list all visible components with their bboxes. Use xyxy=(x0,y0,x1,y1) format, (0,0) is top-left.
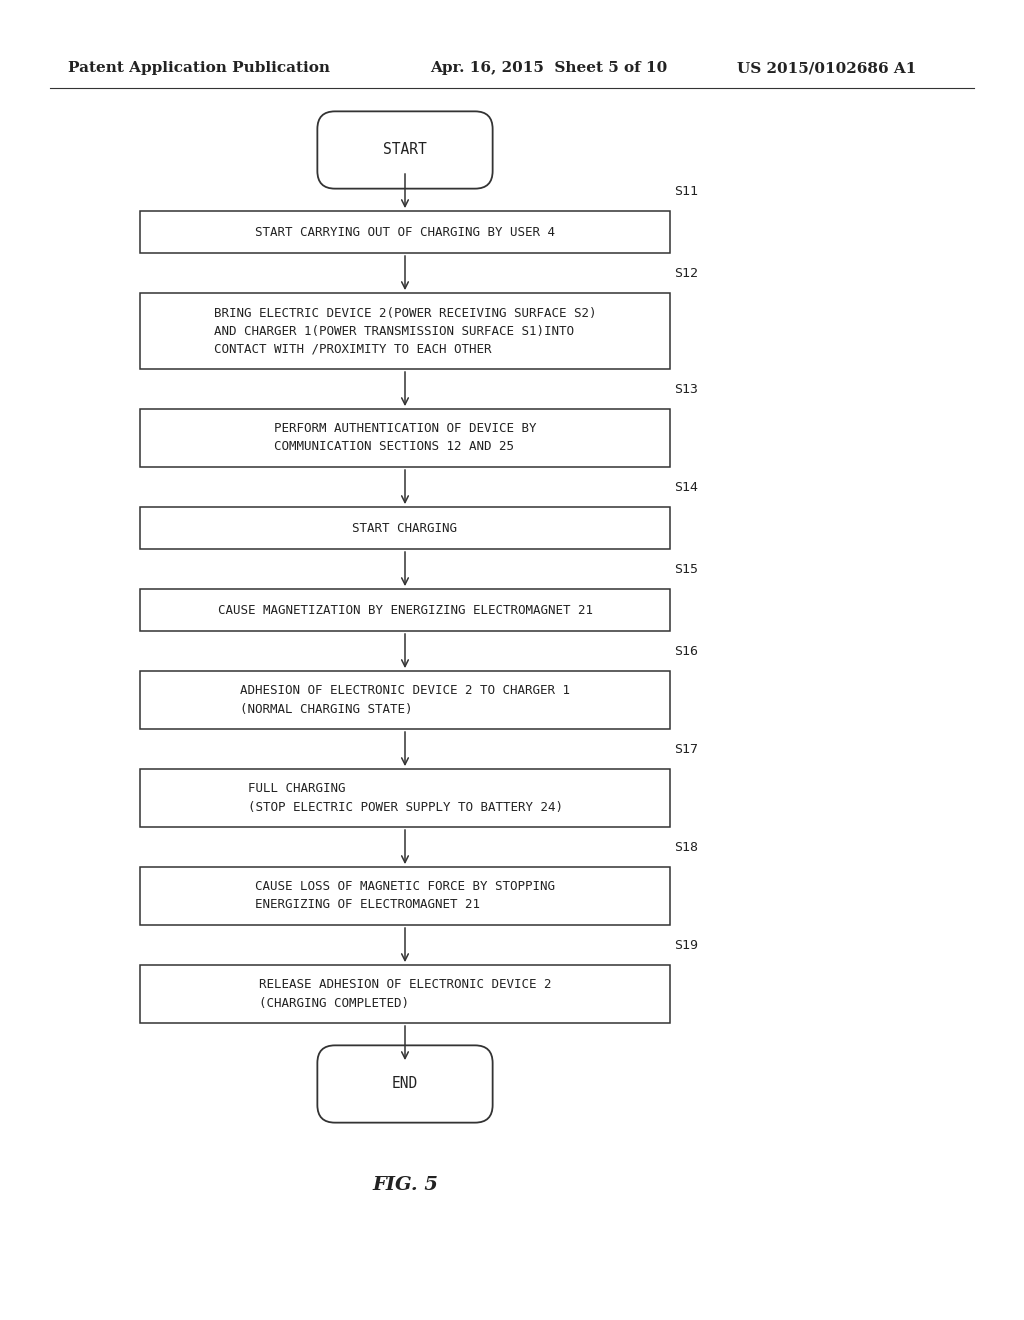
Text: START CHARGING: START CHARGING xyxy=(352,521,458,535)
Text: S16: S16 xyxy=(674,645,698,657)
Text: Apr. 16, 2015  Sheet 5 of 10: Apr. 16, 2015 Sheet 5 of 10 xyxy=(430,61,668,75)
Text: S13: S13 xyxy=(674,383,698,396)
Text: END: END xyxy=(392,1077,418,1092)
Text: START CARRYING OUT OF CHARGING BY USER 4: START CARRYING OUT OF CHARGING BY USER 4 xyxy=(255,226,555,239)
Text: US 2015/0102686 A1: US 2015/0102686 A1 xyxy=(737,61,916,75)
Text: S15: S15 xyxy=(674,564,698,576)
Text: S11: S11 xyxy=(674,185,698,198)
Bar xyxy=(140,671,670,729)
Text: S18: S18 xyxy=(674,841,698,854)
Bar xyxy=(140,293,670,370)
Text: BRING ELECTRIC DEVICE 2(POWER RECEIVING SURFACE S2)
AND CHARGER 1(POWER TRANSMIS: BRING ELECTRIC DEVICE 2(POWER RECEIVING … xyxy=(214,306,596,355)
Text: Patent Application Publication: Patent Application Publication xyxy=(68,61,330,75)
Bar xyxy=(140,589,670,631)
Bar xyxy=(140,867,670,925)
Text: CAUSE LOSS OF MAGNETIC FORCE BY STOPPING
ENERGIZING OF ELECTROMAGNET 21: CAUSE LOSS OF MAGNETIC FORCE BY STOPPING… xyxy=(255,880,555,912)
FancyBboxPatch shape xyxy=(317,1045,493,1122)
Text: PERFORM AUTHENTICATION OF DEVICE BY
COMMUNICATION SECTIONS 12 AND 25: PERFORM AUTHENTICATION OF DEVICE BY COMM… xyxy=(273,422,537,454)
Text: RELEASE ADHESION OF ELECTRONIC DEVICE 2
(CHARGING COMPLETED): RELEASE ADHESION OF ELECTRONIC DEVICE 2 … xyxy=(259,978,551,1010)
Text: ADHESION OF ELECTRONIC DEVICE 2 TO CHARGER 1
(NORMAL CHARGING STATE): ADHESION OF ELECTRONIC DEVICE 2 TO CHARG… xyxy=(240,685,570,715)
Text: FIG. 5: FIG. 5 xyxy=(372,1176,438,1195)
Bar xyxy=(140,770,670,828)
Bar xyxy=(140,507,670,549)
Text: S19: S19 xyxy=(674,939,698,952)
Bar xyxy=(140,409,670,467)
Text: CAUSE MAGNETIZATION BY ENERGIZING ELECTROMAGNET 21: CAUSE MAGNETIZATION BY ENERGIZING ELECTR… xyxy=(217,603,593,616)
Text: S14: S14 xyxy=(674,480,698,494)
Text: START: START xyxy=(383,143,427,157)
Text: S17: S17 xyxy=(674,743,698,756)
FancyBboxPatch shape xyxy=(317,111,493,189)
Bar xyxy=(140,965,670,1023)
Bar xyxy=(140,211,670,253)
Text: FULL CHARGING
(STOP ELECTRIC POWER SUPPLY TO BATTERY 24): FULL CHARGING (STOP ELECTRIC POWER SUPPL… xyxy=(248,783,562,813)
Text: S12: S12 xyxy=(674,267,698,280)
